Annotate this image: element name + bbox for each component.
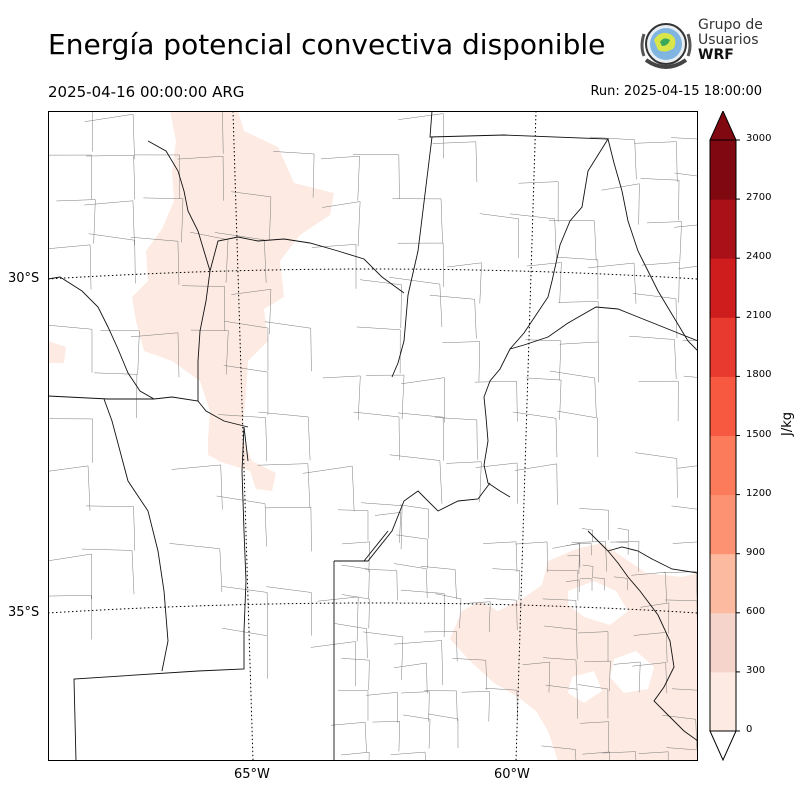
colorbar-band (710, 258, 736, 318)
department-boundaries (48, 111, 698, 761)
colorbar-tick-label: 1500 (746, 428, 772, 440)
colorbar-band (710, 612, 736, 673)
colorbar-min-extend (709, 730, 737, 762)
wrf-globe-icon (640, 23, 692, 69)
coastline (587, 530, 698, 742)
colorbar-tick-label: 3000 (746, 133, 772, 144)
colorbar-tick-label: 2700 (746, 192, 772, 204)
logo-line-3: WRF (698, 47, 734, 63)
graticule (48, 111, 698, 761)
lon-label-60w: 60°W (494, 767, 530, 782)
colorbar-band (710, 140, 736, 200)
colorbar-tick-label: 2400 (746, 251, 772, 263)
colorbar-max-extend (709, 109, 737, 141)
lat-label-35s: 35°S (8, 605, 40, 620)
colorbar-band (710, 435, 736, 496)
colorbar-unit-label: J/kg (780, 412, 795, 436)
colorbar-band (710, 317, 736, 377)
colorbar-tick-label: 2100 (746, 310, 772, 322)
valid-time: 2025-04-16 00:00:00 ARG (48, 83, 245, 101)
map-title: Energía potencial convectiva disponible (48, 28, 606, 61)
lat-label-30s: 30°S (8, 271, 40, 286)
colorbar-tick-label: 1800 (746, 369, 772, 381)
lon-label-65w: 65°W (234, 767, 270, 782)
map-frame (48, 111, 698, 761)
colorbar-tick-label: 1200 (746, 487, 772, 499)
colorbar-band (710, 553, 736, 614)
map-canvas (48, 111, 698, 761)
colorbar-band (710, 494, 736, 555)
colorbar-tick-label: 300 (746, 664, 766, 676)
colorbar-graphic (709, 109, 740, 762)
logo-line-2: Usuarios (698, 32, 759, 48)
colorbar-band (710, 199, 736, 259)
colorbar-band (710, 671, 736, 732)
colorbar-tick-label: 900 (746, 546, 766, 558)
colorbar-band (710, 376, 736, 436)
grupo-wrf-logo: Grupo de Usuarios WRF (636, 16, 766, 74)
cape-map[interactable] (48, 111, 698, 761)
colorbar-tick-label: 600 (746, 605, 766, 617)
run-time: Run: 2025-04-15 18:00:00 (590, 84, 762, 99)
colorbar (709, 109, 789, 762)
colorbar-tick-label: 0 (746, 724, 753, 735)
logo-line-1: Grupo de (698, 17, 763, 33)
province-boundaries (48, 111, 698, 761)
